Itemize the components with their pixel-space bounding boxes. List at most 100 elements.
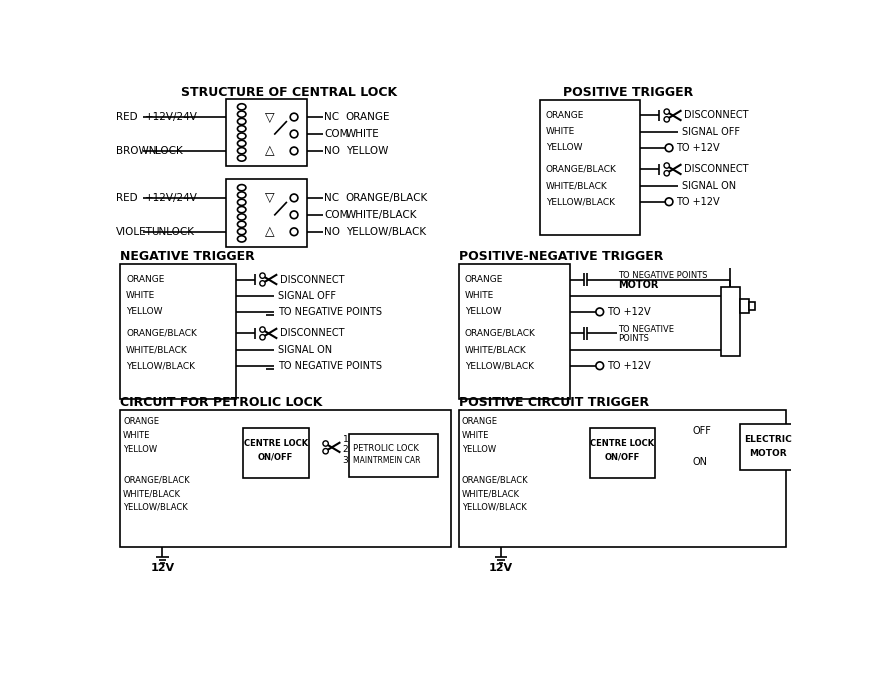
- Text: 2: 2: [343, 445, 348, 454]
- Text: COM: COM: [324, 129, 349, 139]
- Text: YELLOW: YELLOW: [462, 445, 496, 454]
- Bar: [120, 264, 235, 399]
- Text: MOTOR: MOTOR: [750, 449, 788, 458]
- Text: ORANGE: ORANGE: [345, 112, 390, 122]
- Ellipse shape: [238, 111, 246, 117]
- Text: SIGNAL OFF: SIGNAL OFF: [278, 290, 336, 301]
- Text: DISCONNECT: DISCONNECT: [280, 328, 344, 338]
- Text: WHITE/BLACK: WHITE/BLACK: [462, 489, 520, 498]
- Text: WHITE: WHITE: [546, 128, 575, 136]
- Text: NEGATIVE TRIGGER: NEGATIVE TRIGGER: [120, 250, 255, 263]
- Circle shape: [664, 163, 670, 168]
- Circle shape: [290, 113, 298, 121]
- Text: ORANGE: ORANGE: [123, 417, 159, 426]
- Text: ▽: ▽: [265, 111, 275, 123]
- Text: WHITE: WHITE: [465, 291, 494, 300]
- Ellipse shape: [238, 140, 246, 146]
- Ellipse shape: [238, 133, 246, 139]
- Text: △: △: [265, 225, 275, 238]
- Circle shape: [290, 228, 298, 236]
- Text: POINTS: POINTS: [618, 334, 649, 343]
- Text: 1: 1: [343, 435, 348, 444]
- Text: POSITIVE-NEGATIVE TRIGGER: POSITIVE-NEGATIVE TRIGGER: [459, 250, 663, 263]
- Text: POSITIVE TRIGGER: POSITIVE TRIGGER: [563, 86, 693, 99]
- Text: ORANGE: ORANGE: [462, 417, 498, 426]
- Ellipse shape: [238, 184, 246, 191]
- Circle shape: [260, 281, 265, 286]
- Text: OFF: OFF: [692, 426, 711, 436]
- Text: RED: RED: [116, 193, 137, 203]
- Text: YELLOW/BLACK: YELLOW/BLACK: [546, 198, 615, 207]
- Text: WHITE/BLACK: WHITE/BLACK: [345, 210, 417, 220]
- Bar: [749, 302, 755, 310]
- Text: YELLOW/BLACK: YELLOW/BLACK: [123, 503, 188, 512]
- Circle shape: [290, 130, 298, 138]
- Text: WHITE/BLACK: WHITE/BLACK: [546, 181, 608, 190]
- Circle shape: [596, 308, 603, 316]
- Text: CIRCUIT FOR PETROLIC LOCK: CIRCUIT FOR PETROLIC LOCK: [120, 396, 322, 409]
- Text: ORANGE/BLACK: ORANGE/BLACK: [345, 193, 428, 203]
- Text: BROWN: BROWN: [116, 146, 157, 156]
- Text: YELLOW/BLACK: YELLOW/BLACK: [126, 361, 196, 370]
- Ellipse shape: [238, 236, 246, 242]
- Circle shape: [323, 441, 329, 446]
- Text: WHITE: WHITE: [462, 431, 489, 440]
- Text: ON: ON: [692, 457, 707, 467]
- Text: NC: NC: [324, 193, 339, 203]
- Text: 12V: 12V: [489, 563, 514, 573]
- Text: TO NEGATIVE POINTS: TO NEGATIVE POINTS: [278, 307, 381, 317]
- Ellipse shape: [238, 229, 246, 235]
- Text: YELLOW/BLACK: YELLOW/BLACK: [465, 361, 534, 370]
- Bar: [120, 410, 451, 547]
- Text: WHITE: WHITE: [345, 129, 380, 139]
- Text: +12V/24V: +12V/24V: [145, 193, 198, 203]
- Ellipse shape: [238, 199, 246, 205]
- Bar: [589, 428, 655, 478]
- Text: TO NEGATIVE POINTS: TO NEGATIVE POINTS: [278, 361, 381, 371]
- Circle shape: [664, 170, 670, 176]
- Circle shape: [665, 144, 673, 152]
- Text: POSITIVE CIRCUIT TRIGGER: POSITIVE CIRCUIT TRIGGER: [459, 396, 649, 409]
- Text: YELLOW: YELLOW: [123, 445, 157, 454]
- Text: YELLOW: YELLOW: [465, 308, 501, 316]
- Text: TO +12V: TO +12V: [607, 361, 650, 371]
- Text: ON/OFF: ON/OFF: [604, 453, 640, 462]
- Circle shape: [596, 362, 603, 369]
- Text: NC: NC: [324, 112, 339, 122]
- Bar: [243, 428, 308, 478]
- Circle shape: [664, 116, 670, 122]
- Text: ORANGE/BLACK: ORANGE/BLACK: [126, 329, 197, 338]
- Text: TO NEGATIVE: TO NEGATIVE: [618, 325, 674, 334]
- Text: TO +12V: TO +12V: [676, 197, 720, 207]
- Text: DISCONNECT: DISCONNECT: [280, 274, 344, 285]
- Ellipse shape: [238, 125, 246, 132]
- Text: RED: RED: [116, 112, 137, 122]
- Text: TO +12V: TO +12V: [676, 143, 720, 153]
- Text: COM: COM: [324, 210, 349, 220]
- Text: LOCK: LOCK: [155, 146, 182, 156]
- Ellipse shape: [238, 214, 246, 220]
- Text: WHITE/BLACK: WHITE/BLACK: [465, 345, 527, 354]
- Ellipse shape: [238, 207, 246, 213]
- Bar: [740, 424, 797, 471]
- Circle shape: [260, 327, 265, 332]
- Bar: [226, 98, 307, 166]
- Text: ORANGE/BLACK: ORANGE/BLACK: [546, 165, 617, 174]
- Circle shape: [664, 109, 670, 114]
- Text: WHITE/BLACK: WHITE/BLACK: [126, 345, 188, 354]
- Text: 3: 3: [343, 456, 348, 465]
- Text: WHITE: WHITE: [126, 291, 155, 300]
- Text: CENTRE LOCK: CENTRE LOCK: [243, 439, 307, 448]
- Text: YELLOW: YELLOW: [546, 143, 582, 152]
- Text: 12V: 12V: [151, 563, 174, 573]
- Text: YELLOW: YELLOW: [126, 308, 163, 316]
- Bar: [740, 299, 749, 313]
- Ellipse shape: [238, 221, 246, 227]
- Text: YELLOW/BLACK: YELLOW/BLACK: [462, 503, 527, 512]
- Circle shape: [665, 198, 673, 206]
- Ellipse shape: [238, 148, 246, 154]
- Circle shape: [290, 211, 298, 219]
- Text: NO: NO: [324, 146, 340, 156]
- Text: TO NEGATIVE POINTS: TO NEGATIVE POINTS: [618, 271, 707, 280]
- Text: ORANGE/BLACK: ORANGE/BLACK: [123, 476, 189, 485]
